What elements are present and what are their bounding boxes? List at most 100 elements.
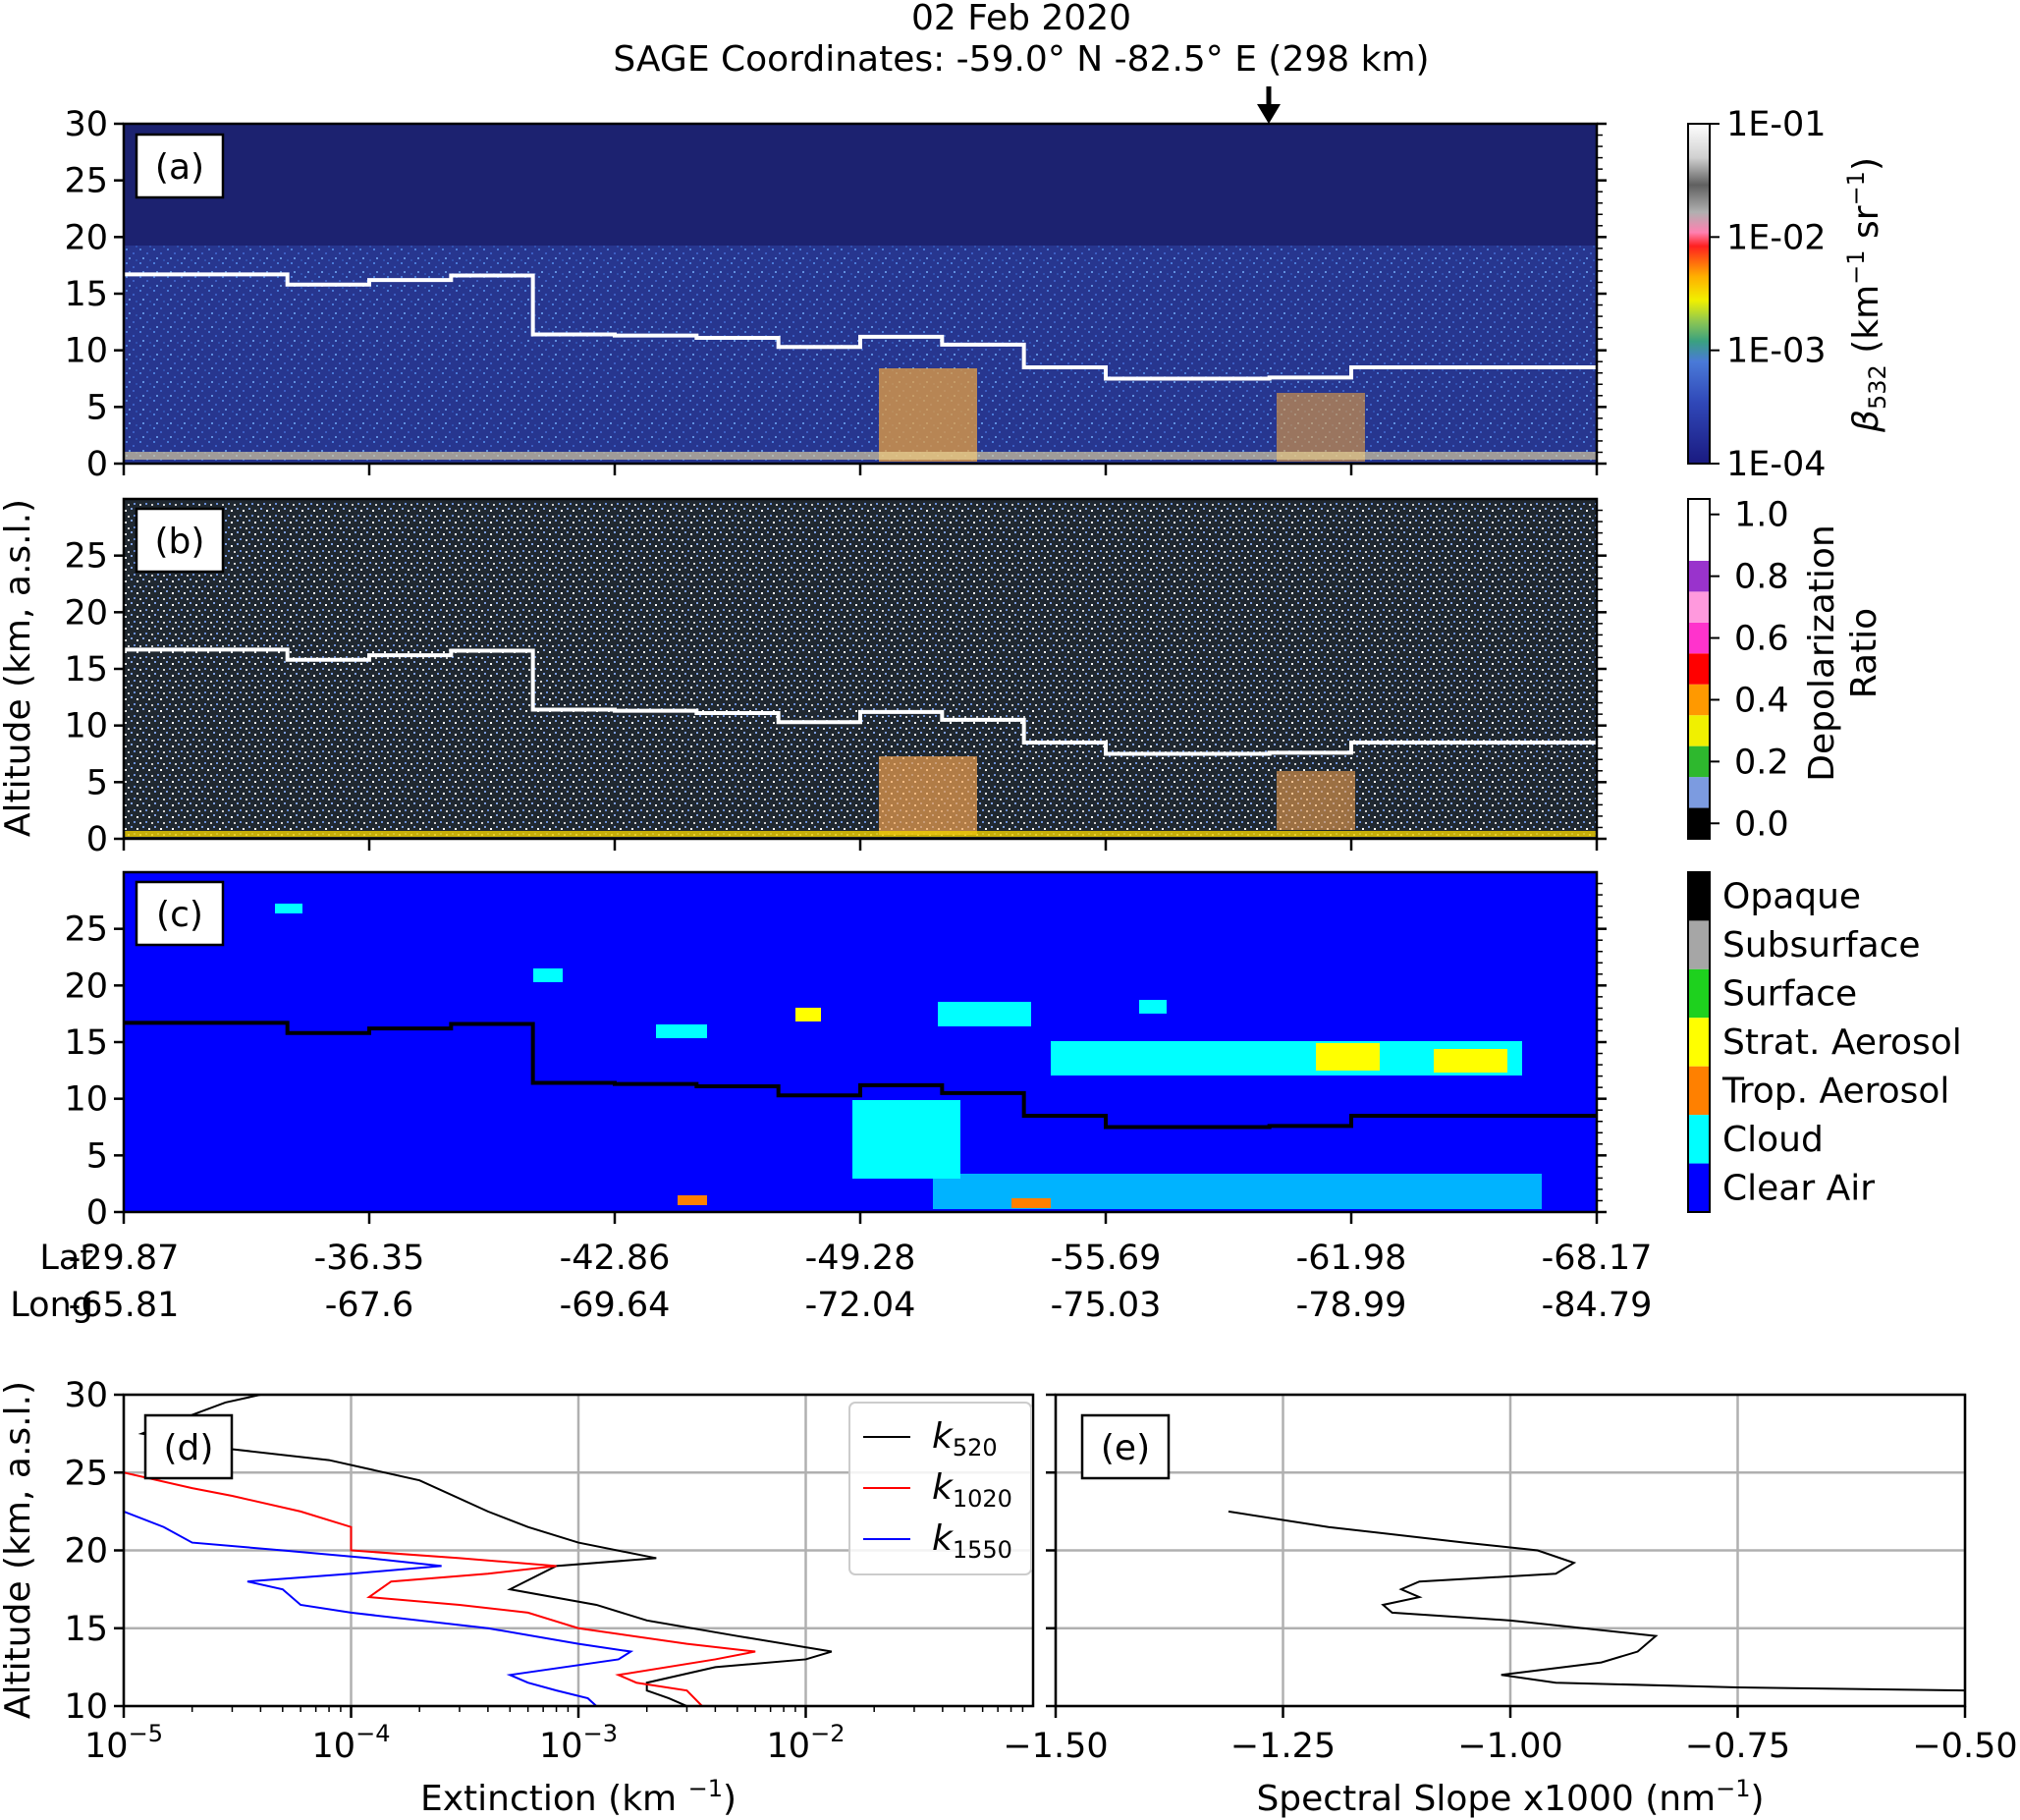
ytick-label-a-4: 20	[64, 218, 108, 257]
panel-e-xlabel: Spectral Slope x1000 (nm−1)	[1256, 1775, 1764, 1819]
cb-b-bin-3	[1688, 715, 1710, 746]
cb-b-tick-label-3: 0.6	[1734, 620, 1789, 659]
legend-c-swatch-5	[1688, 1115, 1710, 1164]
cb-a-label-end: )	[1846, 157, 1886, 171]
ytick-label-b-0: 0	[86, 820, 108, 859]
panel-d-xlabel-sup: −1	[688, 1775, 723, 1802]
lat-tick-1: -36.35	[314, 1239, 425, 1278]
cb-b-tick-label-0: 0.0	[1734, 804, 1789, 844]
legend-d-label-1: k1020	[932, 1467, 1012, 1513]
legend-d-sub-2: 1550	[953, 1536, 1012, 1564]
panel-b-tropopause-line	[124, 647, 1597, 756]
series-d-k1020	[124, 1471, 756, 1706]
panel-e-ticks: −1.50 −1.25 −1.00 −0.75 −0.50	[1003, 1393, 2018, 1766]
legend-c-label-6: Clear Air	[1722, 1168, 1875, 1208]
panel-a-tag: (a)	[135, 133, 225, 199]
xtick-e-label-0: −1.50	[1003, 1727, 1108, 1766]
panel-d-ylabel: Altitude (km, a.s.l.)	[0, 1381, 38, 1719]
legend-c-label-4: Trop. Aerosol	[1721, 1071, 1949, 1111]
panel-c-cloud-3	[656, 1024, 707, 1038]
panel-a-cloud-patch-1	[879, 368, 977, 462]
panel-d-xlabel-end: )	[723, 1779, 737, 1819]
curtain-xticks: -29.87 -65.81 -36.35 -67.6 -42.86 -69.64 -49.2…	[69, 464, 1653, 1325]
ytick-label-a-5: 25	[64, 162, 108, 201]
panel-b-cloud-patch-2	[1277, 771, 1355, 830]
cb-a-label-sup2: −1	[1842, 171, 1870, 205]
legend-d-sub-1: 1020	[953, 1485, 1012, 1513]
cb-b-bin-10	[1688, 499, 1710, 530]
lat-tick-3: -49.28	[805, 1239, 916, 1278]
panel-c-tag: (c)	[135, 880, 225, 947]
legend-c-label-0: Opaque	[1722, 877, 1861, 917]
ytick-label-b-3: 15	[64, 650, 108, 689]
cb-b-frame	[1687, 498, 1711, 840]
cb-a-label-rest: (km	[1846, 285, 1886, 364]
panel-d-xlabel: Extinction (km −1)	[420, 1775, 737, 1819]
xtick-d-exp-3: −2	[810, 1720, 845, 1747]
legend-c-swatch-6	[1688, 1163, 1710, 1212]
lat-tick-2: -42.86	[560, 1239, 671, 1278]
xtick-d-base-0: 10	[84, 1727, 129, 1766]
curtain-ylabel: Altitude (km, a.s.l.)	[0, 499, 38, 837]
xtick-e-label-4: −0.50	[1912, 1727, 2017, 1766]
ytick-label-c-1: 5	[86, 1136, 108, 1176]
xaxis-row-lat: Lat	[39, 1239, 93, 1278]
panel-d-tag: (d)	[143, 1413, 234, 1480]
panel-b: 0 5 10 15 20 25 (b) 0.0 0.2 0.4 0.6 0.8 1.0 Depola…	[64, 496, 1884, 859]
cb-a-label-sup1: −1	[1842, 249, 1870, 284]
lat-tick-0: -29.87	[69, 1239, 180, 1278]
ytick-d-label-1: 15	[64, 1610, 108, 1649]
series-d-k1550	[124, 1510, 634, 1706]
panel-b-tag-text: (b)	[155, 522, 205, 562]
long-tick-6: -84.79	[1542, 1286, 1653, 1325]
long-tick-4: -75.03	[1051, 1286, 1162, 1325]
panel-e-xlabel-main: Spectral Slope x1000 (nm	[1256, 1779, 1716, 1819]
panel-c-cloud-6	[533, 968, 563, 982]
panel-a-colorbar	[1687, 123, 1711, 465]
cb-b-bin-2	[1688, 745, 1710, 778]
panel-e-tag-text: (e)	[1101, 1428, 1150, 1468]
ytick-label-c-0: 0	[86, 1193, 108, 1233]
panel-e-lines	[1228, 1510, 1965, 1692]
panel-b-yticks: 0 5 10 15 20 25	[64, 509, 1607, 859]
panel-c-tropopause-line	[124, 1020, 1597, 1130]
xtick-d-exp-1: −4	[355, 1720, 390, 1747]
legend-d-sub-0: 520	[953, 1434, 998, 1462]
ytick-d-label-4: 30	[64, 1376, 108, 1415]
lat-tick-5: -61.98	[1296, 1239, 1407, 1278]
cb-b-bin-0	[1688, 807, 1710, 839]
panel-b-background	[124, 499, 1597, 839]
xtick-e-label-2: −1.00	[1457, 1727, 1562, 1766]
ytick-d-label-2: 20	[64, 1532, 108, 1572]
panel-c-strat-aerosol-1	[1316, 1043, 1380, 1071]
xaxis-row-long: Long	[10, 1286, 93, 1325]
legend-c-label-3: Strat. Aerosol	[1722, 1022, 1962, 1063]
cb-b-bin-5	[1688, 653, 1710, 685]
legend-c-swatch-1	[1688, 920, 1710, 969]
panel-e-xlabel-sup: −1	[1716, 1775, 1750, 1802]
ytick-d-label-3: 25	[64, 1454, 108, 1493]
xtick-d-base-2: 10	[539, 1727, 583, 1766]
cb-a-tick-label-1: 1E-02	[1726, 218, 1827, 257]
panel-c-legend: Opaque Subsurface Surface Strat. Aerosol Tro…	[1687, 871, 1962, 1213]
long-tick-5: -78.99	[1296, 1286, 1407, 1325]
panel-b-colorbar-label-2: Ratio	[1844, 608, 1884, 698]
panel-c: 0 5 10 15 20 25 -29.87 -65.81 -36.35 -67.6 -42.86…	[64, 464, 1962, 1325]
panel-d-xlabel-main: Extinction (km	[420, 1779, 688, 1819]
ytick-label-b-2: 10	[64, 707, 108, 746]
panel-a-colorbar-label: β532 (km−1 sr−1)	[1842, 157, 1891, 433]
cb-b-tick-label-2: 0.4	[1734, 681, 1789, 720]
panel-a-surface-band	[124, 452, 1597, 460]
panel-e-xlabel-end: )	[1751, 1779, 1765, 1819]
ytick-label-b-1: 5	[86, 763, 108, 802]
panel-c-strat-aerosol-3	[795, 1008, 821, 1021]
cb-b-bin-9	[1688, 529, 1710, 561]
legend-c-swatch-0	[1688, 872, 1710, 921]
ytick-label-a-3: 15	[64, 275, 108, 314]
cb-b-bin-6	[1688, 622, 1710, 654]
xtick-d-exp-0: −5	[129, 1720, 163, 1747]
panel-c-cloud-2	[938, 1002, 1031, 1026]
panel-c-cloud-7	[275, 904, 302, 913]
panel-b-cloud-patch-1	[879, 756, 977, 835]
